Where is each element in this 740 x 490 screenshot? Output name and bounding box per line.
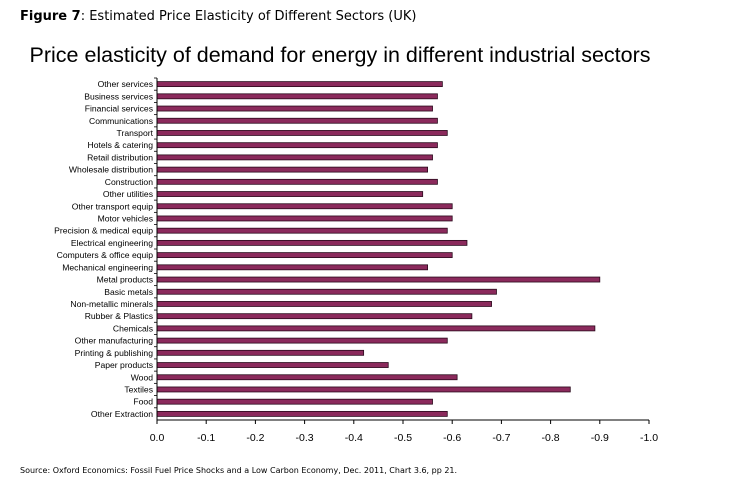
bar [156, 93, 438, 100]
category-label: Electrical engineering [71, 238, 153, 248]
bar [156, 301, 492, 307]
category-label: Other services [98, 79, 153, 89]
x-tick-label: -0.4 [345, 432, 363, 444]
category-label: Financial services [85, 104, 153, 114]
x-tick-label: -0.6 [443, 432, 461, 444]
bar [156, 105, 433, 112]
bar [156, 203, 453, 210]
axes-group [154, 77, 650, 424]
category-label: Communications [89, 116, 153, 126]
category-label: Motor vehicles [98, 213, 153, 223]
bar [156, 349, 365, 356]
category-label: Business services [84, 91, 153, 101]
x-tick-label: 0.0 [150, 432, 165, 444]
bar [156, 313, 473, 320]
bar [156, 362, 389, 368]
bar [156, 142, 438, 149]
category-label: Basic metals [104, 287, 153, 297]
bar [156, 239, 468, 246]
category-label: Rubber & Plastics [85, 311, 153, 321]
category-labels-group: Other services Business services Financial… [54, 79, 153, 419]
bar [156, 374, 458, 381]
category-label: Wood [131, 372, 154, 382]
category-label: Other transport equip [72, 201, 153, 211]
category-label: Other Extraction [91, 409, 153, 419]
bar [156, 386, 571, 393]
bar [156, 398, 433, 405]
chart-title: Price elasticity of demand for energy in… [29, 43, 651, 67]
bar [156, 252, 453, 259]
category-label: Paper products [95, 360, 153, 370]
bar [156, 337, 448, 344]
bar [156, 325, 596, 332]
bar [156, 410, 448, 417]
bars-group [156, 81, 601, 417]
category-label: Chemicals [113, 323, 153, 333]
x-tick-label: -1.0 [640, 432, 658, 444]
figure-caption-prefix: Figure 7 [20, 9, 81, 24]
figure-caption-text: : Estimated Price Elasticity of Differen… [80, 9, 417, 24]
bar [156, 154, 433, 161]
x-tick-label: -0.3 [296, 432, 314, 444]
x-tick-labels-group: 0.0 -0.1 -0.2 -0.3 -0.4 -0.5 -0.6 -0.7 -0.8 -0.9 -… [150, 432, 659, 444]
category-label: Construction [105, 177, 153, 187]
x-tick-label: -0.2 [246, 432, 264, 444]
category-label: Hotels & catering [88, 140, 154, 150]
category-label: Retail distribution [87, 152, 153, 162]
bar [156, 117, 438, 124]
x-tick-label: -0.1 [197, 432, 215, 444]
bar [156, 264, 429, 271]
bar [156, 215, 453, 222]
x-tick-label: -0.8 [542, 432, 560, 444]
figure-caption: Figure 7: Estimated Price Elasticity of … [20, 9, 416, 24]
x-tick-label: -0.5 [394, 432, 412, 444]
bar [156, 227, 448, 234]
category-label: Transport [117, 128, 154, 138]
bar [156, 130, 448, 136]
x-tick-label: -0.9 [591, 432, 609, 444]
category-label: Wholesale distribution [69, 165, 153, 175]
source-note: Source: Oxford Economics: Fossil Fuel Pr… [20, 466, 458, 475]
x-tick-label: -0.7 [492, 432, 510, 444]
category-label: Printing & publishing [75, 348, 154, 358]
category-label: Metal products [97, 275, 153, 285]
bar [156, 81, 443, 88]
category-label: Non-metallic minerals [70, 299, 153, 309]
bar [156, 288, 497, 295]
category-label: Other manufacturing [75, 336, 154, 346]
bar [156, 178, 438, 185]
category-label: Textiles [124, 384, 153, 394]
category-label: Food [133, 397, 153, 407]
category-label: Precision & medical equip [54, 226, 153, 236]
category-label: Other utilities [103, 189, 153, 199]
bar [156, 191, 424, 197]
bar [156, 166, 429, 173]
category-label: Computers & office equip [57, 250, 154, 260]
category-label: Mechanical engineering [62, 262, 153, 272]
bar [156, 276, 601, 283]
